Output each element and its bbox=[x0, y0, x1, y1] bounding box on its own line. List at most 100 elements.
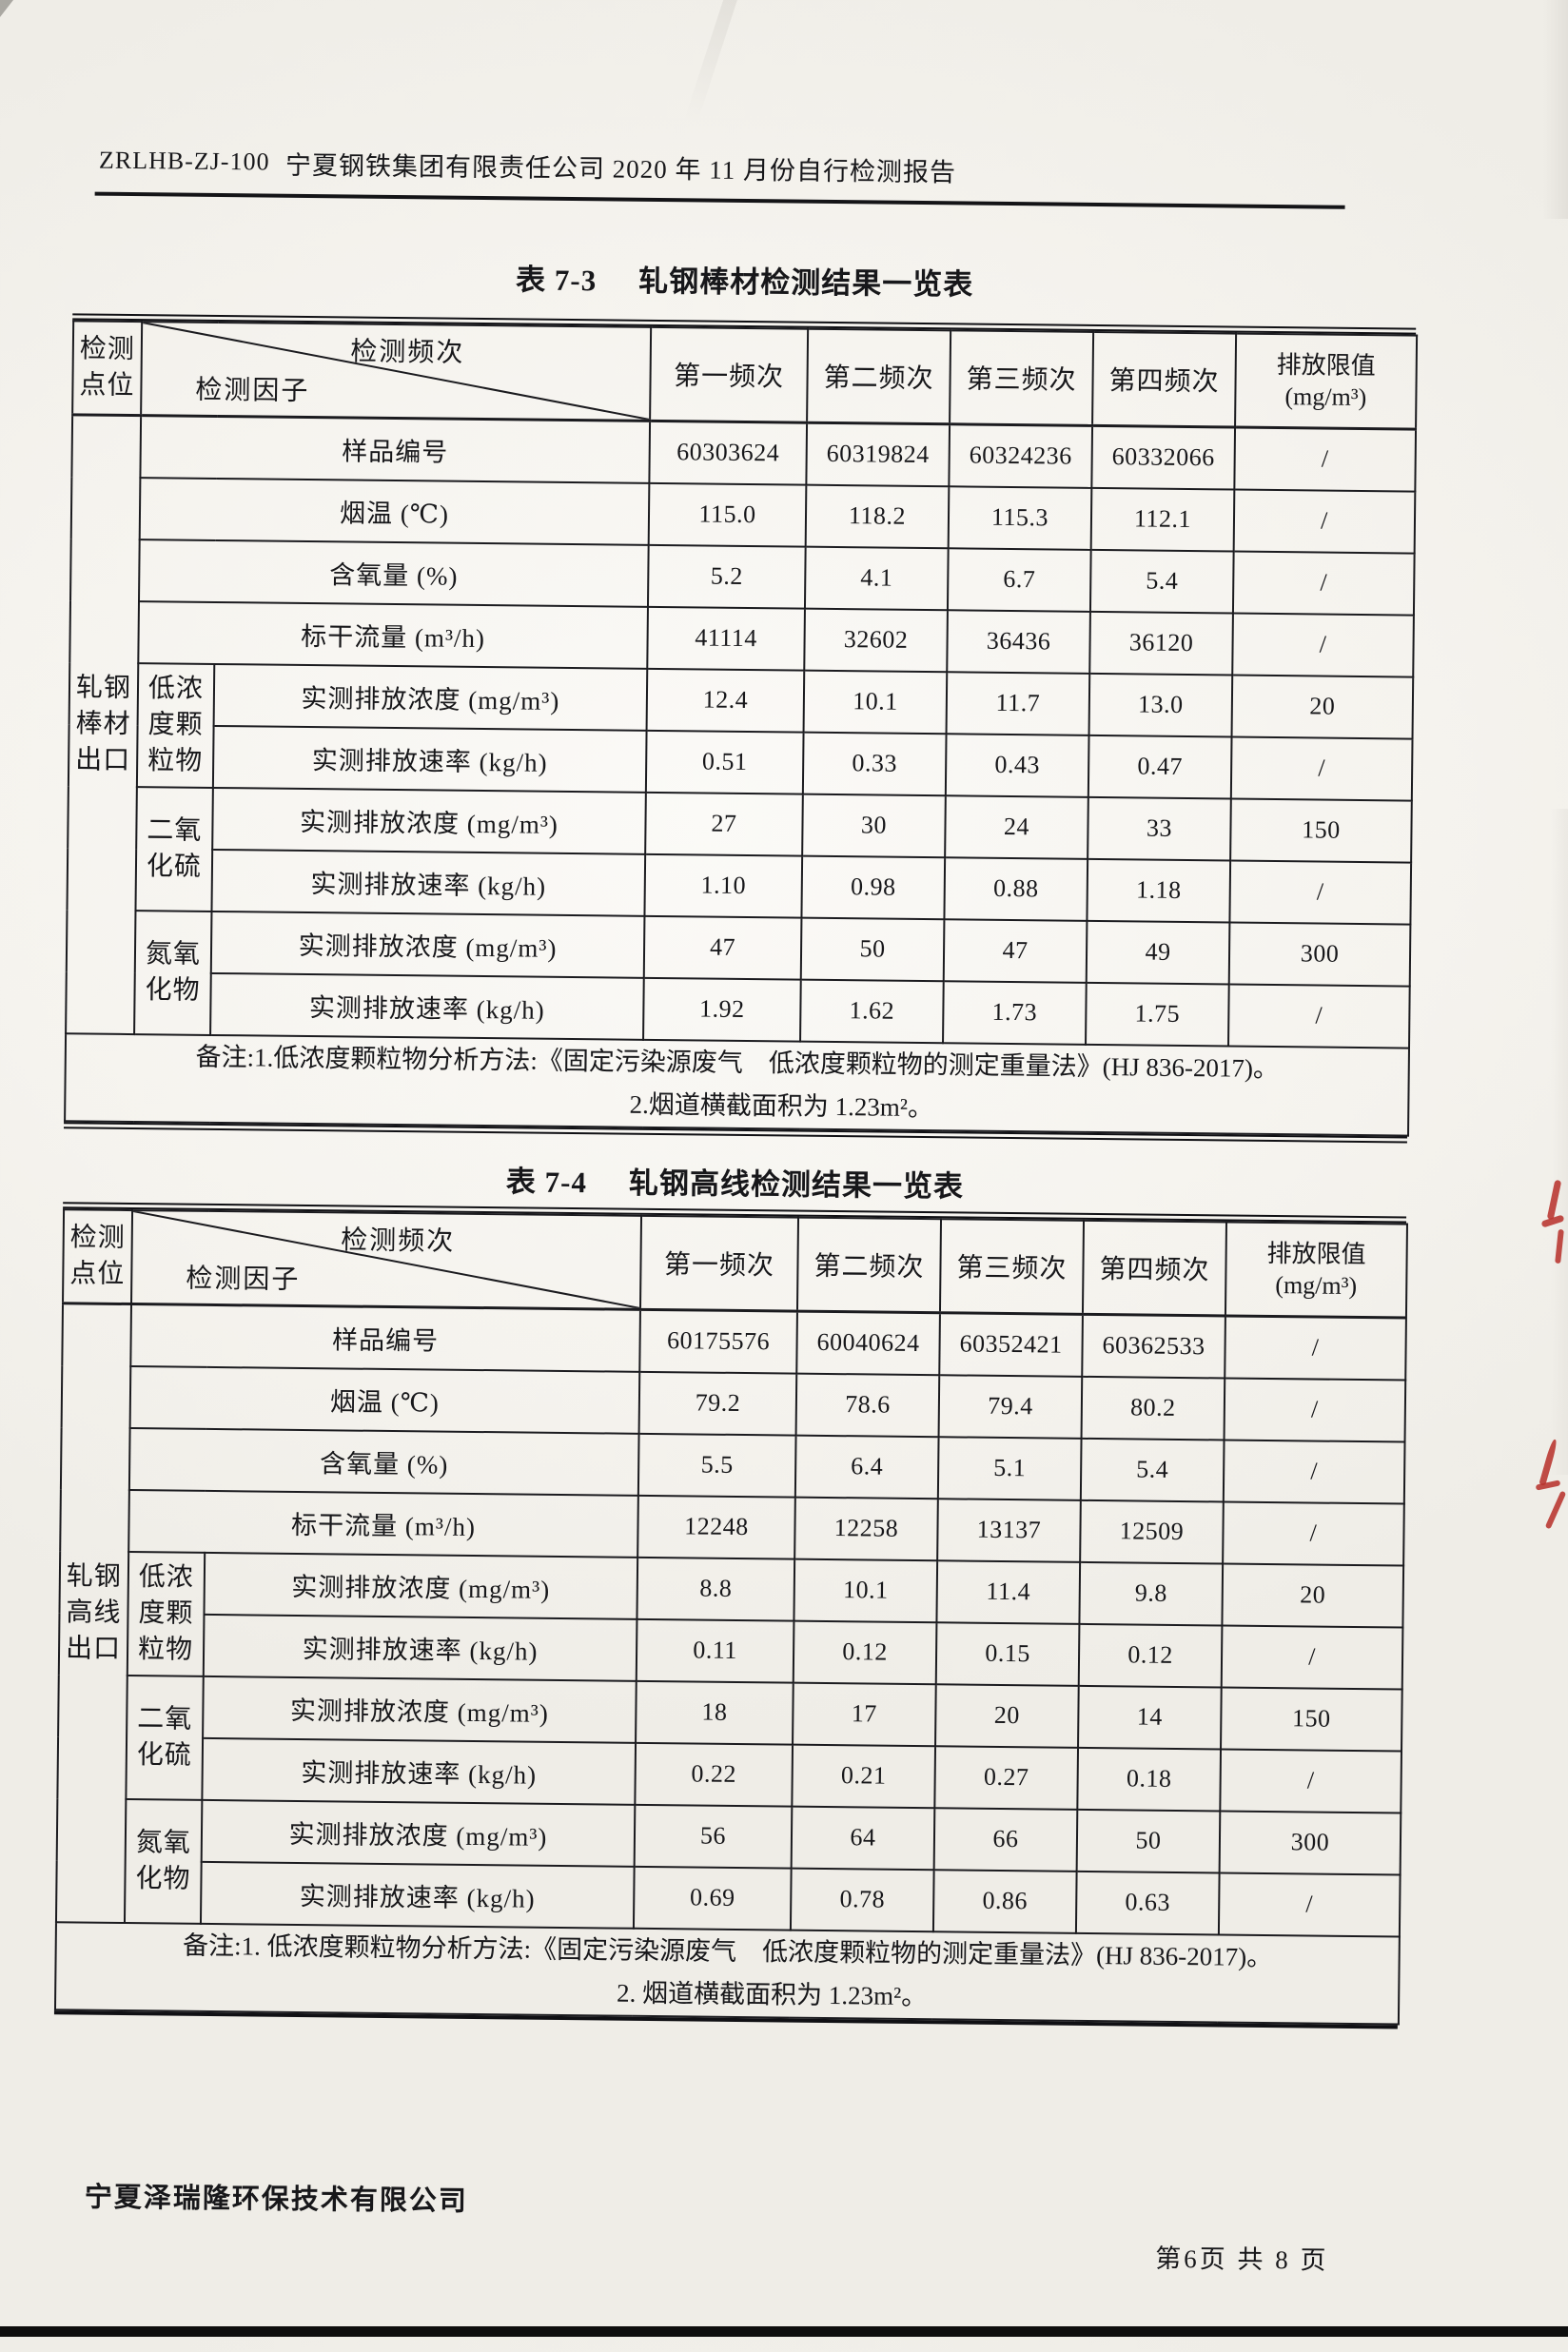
measure-label-cell: 实测排放速率 (kg/h) bbox=[212, 725, 647, 793]
value-cell: 17 bbox=[793, 1682, 936, 1746]
diagonal-top-label: 检测频次 bbox=[350, 337, 465, 368]
header-line: 点位 bbox=[79, 370, 135, 402]
param-label-cell: 含氧量 (%) bbox=[128, 1427, 639, 1496]
value-cell: 5.4 bbox=[1089, 549, 1234, 614]
value-cell: 32602 bbox=[804, 608, 948, 672]
scan-edge-shade bbox=[1543, 0, 1568, 219]
measure-label-cell: 实测排放速率 (kg/h) bbox=[211, 849, 646, 916]
point-position-header: 检测 点位 bbox=[63, 1209, 133, 1304]
value-cell: 10.1 bbox=[794, 1558, 938, 1622]
limit-cell: / bbox=[1232, 613, 1414, 677]
value-cell: 18 bbox=[636, 1680, 794, 1745]
frequency-header-1: 第一频次 bbox=[650, 326, 809, 423]
table-7-4-title-text: 轧钢高线检测结果一览表 bbox=[628, 1166, 965, 1204]
limit-cell: 150 bbox=[1221, 1686, 1402, 1752]
pollutant-name-line: 化物 bbox=[145, 974, 201, 1006]
point-label-line: 棒材 bbox=[75, 709, 131, 739]
value-cell: 12248 bbox=[637, 1495, 795, 1559]
emission-limit-header: 排放限值 (mg/m³) bbox=[1225, 1222, 1407, 1319]
value-cell: 5.2 bbox=[647, 544, 806, 609]
param-label-cell: 标干流量 (m³/h) bbox=[128, 1489, 638, 1558]
pollutant-name-line: 二氧 bbox=[137, 1703, 193, 1735]
point-label-line: 出口 bbox=[65, 1634, 122, 1664]
value-cell: 60319824 bbox=[806, 422, 951, 486]
limit-header-line: (mg/m³) bbox=[1275, 1271, 1358, 1300]
limit-cell: / bbox=[1234, 427, 1417, 492]
value-cell: 1.62 bbox=[800, 979, 944, 1043]
point-position-cell: 轧钢 棒材 出口 bbox=[66, 414, 142, 1034]
value-cell: 1.73 bbox=[943, 980, 1087, 1045]
value-cell: 11.4 bbox=[936, 1559, 1081, 1624]
value-cell: 12258 bbox=[794, 1497, 938, 1560]
pollutant-name-line: 低浓 bbox=[138, 1561, 195, 1593]
limit-cell: / bbox=[1224, 1377, 1406, 1442]
detection-results-table-1: 检测 点位 检测频次 检测因子 第一频次 第二频次 第三频次 第四频次 排放限值 (mg/m³) 轧… bbox=[64, 320, 1418, 1136]
value-cell: 33 bbox=[1088, 796, 1231, 861]
limit-cell: / bbox=[1223, 1500, 1404, 1566]
value-cell: 0.78 bbox=[790, 1868, 934, 1931]
value-cell: 0.98 bbox=[801, 855, 946, 919]
value-cell: 5.1 bbox=[937, 1436, 1082, 1500]
limit-cell: 300 bbox=[1228, 922, 1411, 987]
measure-label-cell: 实测排放浓度 (mg/m³) bbox=[212, 787, 646, 854]
frequency-header-2: 第二频次 bbox=[807, 328, 951, 424]
limit-cell: / bbox=[1223, 1439, 1405, 1504]
diagonal-bottom-label: 检测因子 bbox=[195, 375, 310, 407]
frequency-header-3: 第三频次 bbox=[939, 1219, 1085, 1315]
table-7-3-title-text: 轧钢棒材检测结果一览表 bbox=[638, 264, 974, 302]
measure-label-cell: 实测排放浓度 (mg/m³) bbox=[213, 663, 648, 731]
value-cell: 20 bbox=[935, 1683, 1079, 1748]
value-cell: 66 bbox=[933, 1807, 1078, 1872]
value-cell: 49 bbox=[1086, 920, 1230, 985]
value-cell: 0.51 bbox=[645, 730, 804, 794]
value-cell: 115.3 bbox=[948, 485, 1092, 550]
param-label-cell: 样品编号 bbox=[130, 1303, 640, 1372]
value-cell: 0.12 bbox=[1078, 1623, 1223, 1687]
value-cell: 78.6 bbox=[795, 1373, 940, 1437]
note-row: 备注:1. 低浓度颗粒物分析方法:《固定污染源废气 低浓度颗粒物的测定重量法》(… bbox=[54, 1921, 1400, 2025]
value-cell: 27 bbox=[645, 792, 803, 856]
detection-results-table-2: 检测 点位 检测频次 检测因子 第一频次 第二频次 第三频次 第四频次 排放限值 (mg/m³) 轧… bbox=[54, 1208, 1408, 2025]
limit-cell: / bbox=[1228, 984, 1410, 1049]
pollutant-name-line: 粒物 bbox=[137, 1634, 194, 1665]
pollutant-name-line: 化物 bbox=[135, 1863, 191, 1894]
value-cell: 64 bbox=[791, 1806, 935, 1870]
diagonal-box: 检测频次检测因子 bbox=[142, 323, 650, 420]
value-cell: 30 bbox=[802, 794, 946, 857]
value-cell: 0.88 bbox=[944, 856, 1088, 921]
value-cell: 60362533 bbox=[1082, 1314, 1225, 1378]
value-cell: 60303624 bbox=[649, 421, 808, 485]
diagonal-line bbox=[142, 323, 650, 420]
value-cell: 36436 bbox=[947, 609, 1090, 674]
pollutant-name-line: 度颗 bbox=[138, 1597, 194, 1629]
param-label-cell: 烟温 (℃) bbox=[129, 1365, 640, 1434]
point-label-line: 出口 bbox=[75, 745, 131, 775]
pollutant-name-line: 低浓 bbox=[147, 673, 205, 704]
limit-cell: / bbox=[1232, 551, 1415, 616]
value-cell: 60332066 bbox=[1091, 425, 1236, 490]
value-cell: 0.15 bbox=[935, 1621, 1080, 1686]
measure-label-cell: 实测排放速率 (kg/h) bbox=[200, 1861, 635, 1929]
value-cell: 1.92 bbox=[643, 977, 801, 1042]
value-cell: 13.0 bbox=[1088, 673, 1233, 737]
table-7-3-number: 表 7-3 bbox=[515, 263, 598, 298]
measure-label-cell: 实测排放浓度 (mg/m³) bbox=[210, 911, 645, 978]
header-rule bbox=[94, 191, 1345, 209]
footer-company-name: 宁夏泽瑞隆环保技术有限公司 bbox=[84, 2182, 469, 2217]
value-cell: 13137 bbox=[937, 1498, 1081, 1562]
value-cell: 24 bbox=[945, 794, 1088, 859]
value-cell: 1.75 bbox=[1086, 982, 1229, 1047]
value-cell: 112.1 bbox=[1090, 487, 1235, 552]
note-row: 备注:1.低浓度颗粒物分析方法:《固定污染源废气 低浓度颗粒物的测定重量法》(H… bbox=[65, 1032, 1410, 1136]
pollutant-group-cell: 低浓 度颗 粒物 bbox=[136, 662, 215, 788]
value-cell: 79.4 bbox=[938, 1374, 1083, 1439]
emission-limit-header: 排放限值 (mg/m³) bbox=[1235, 333, 1418, 430]
value-cell: 60175576 bbox=[639, 1309, 797, 1374]
value-cell: 0.22 bbox=[635, 1742, 794, 1807]
report-header-title: 宁夏钢铁集团有限责任公司 2020 年 11 月份自行检测报告 bbox=[284, 150, 957, 187]
param-label-cell: 含氧量 (%) bbox=[139, 539, 649, 607]
pollutant-group-cell: 低浓 度颗 粒物 bbox=[127, 1551, 206, 1676]
table-7-4-number: 表 7-4 bbox=[505, 1165, 588, 1200]
value-cell: 1.10 bbox=[644, 853, 803, 918]
